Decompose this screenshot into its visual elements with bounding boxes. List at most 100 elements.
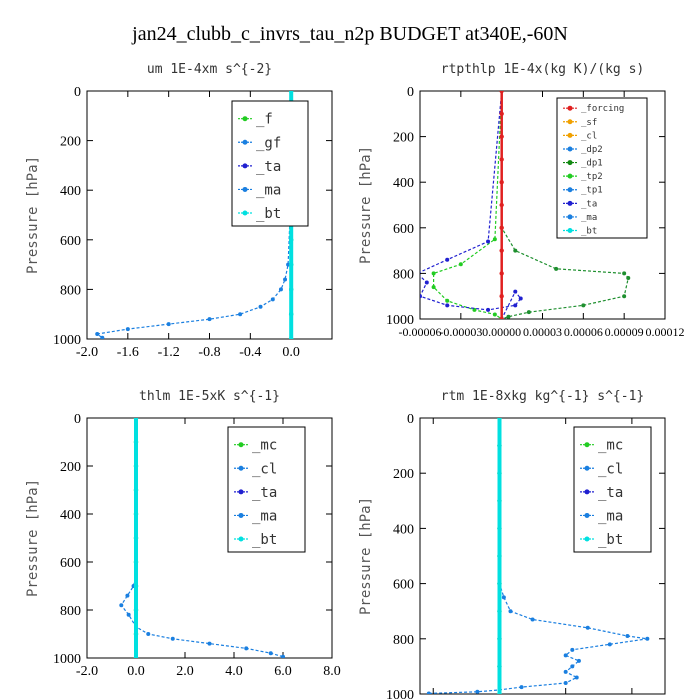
- x-tick-label: 0.00006: [564, 325, 603, 339]
- y-tick-label: 400: [60, 508, 81, 523]
- series-point-bt: [288, 287, 294, 292]
- x-tick-label: -0.00006: [399, 325, 442, 339]
- x-tick-label: 0.0: [127, 664, 145, 679]
- figure-title: jan24_clubb_c_invrs_tau_n2p BUDGET at340…: [131, 23, 568, 45]
- legend-swatch-marker: [567, 187, 573, 193]
- y-tick-label: 600: [60, 556, 81, 571]
- series-point-bt: [133, 607, 139, 613]
- series-point-gf: [283, 277, 288, 282]
- legend-entry-bt: _bt: [598, 532, 623, 548]
- legend: _forcing _sf _cl _dp2 _dp1 _tp2 _tp1 _ta _ma _bt: [556, 97, 648, 239]
- series-group: [415, 91, 631, 319]
- series-point-bt: [497, 636, 502, 641]
- legend-entry-bt: _bt: [581, 227, 597, 237]
- legend-entry-ta: _ta: [252, 485, 277, 501]
- panel-title: rtpthlp 1E-4x(kg K)/(kg s): [441, 62, 645, 77]
- x-tick-label: -0.4: [239, 345, 261, 360]
- legend-swatch-marker: [567, 214, 573, 220]
- series-point-bt: [133, 418, 139, 421]
- series-point-bt: [497, 553, 502, 559]
- series-point-cl: [125, 593, 130, 598]
- series-point-bt: [497, 526, 502, 531]
- series-point-cl: [475, 689, 480, 694]
- legend-entry-ta: _ta: [256, 159, 281, 175]
- y-tick-label: 1000: [386, 313, 414, 328]
- y-tick-label: 400: [60, 184, 81, 199]
- y-tick-label: 200: [60, 135, 81, 150]
- y-tick-label: 800: [393, 633, 414, 648]
- series-point-tp2: [526, 310, 531, 315]
- series-point-forcing: [499, 91, 504, 94]
- legend-box: [231, 100, 309, 227]
- legend-entry-mc: _mc: [598, 438, 623, 454]
- series-point-ta: [415, 271, 419, 275]
- series-point-cl: [570, 647, 575, 652]
- y-axis-label: Pressure [hPa]: [25, 479, 41, 597]
- legend-entry-ma: _ma: [252, 508, 277, 524]
- series-point-tp1: [492, 237, 497, 242]
- x-tick-label: -0.8: [198, 345, 220, 360]
- series-point-tp1: [431, 271, 436, 276]
- legend-swatch-marker: [567, 228, 573, 234]
- series-point-cl: [281, 654, 285, 658]
- series-point-bt: [497, 609, 502, 614]
- series-point-gf: [207, 317, 212, 322]
- series-point-gf: [270, 297, 275, 302]
- series-point-forcing: [499, 157, 504, 162]
- legend-entry-bt: _bt: [256, 206, 281, 222]
- y-tick-label: 0: [74, 412, 81, 427]
- x-tick-label: -1.6: [117, 345, 139, 360]
- y-axis-label: Pressure [hPa]: [25, 156, 41, 274]
- series-point-cl: [426, 691, 431, 694]
- series-group: [119, 418, 285, 658]
- plot-frame: [419, 417, 666, 695]
- legend-swatch-marker: [238, 442, 244, 448]
- legend-swatch-marker: [242, 210, 248, 216]
- x-tick-label: 0.00009: [605, 325, 644, 339]
- series-point-cl: [530, 617, 535, 622]
- series-point-ta: [420, 294, 422, 299]
- series-point-tp1: [445, 298, 450, 303]
- series-point-forcing: [499, 134, 504, 139]
- series-point-forcing: [499, 248, 504, 253]
- series-point-bt: [133, 655, 139, 658]
- series-line-cl: [428, 418, 648, 694]
- legend-swatch-marker: [242, 163, 248, 169]
- x-tick-label: 6.0: [274, 664, 292, 679]
- y-tick-label: 0: [407, 412, 414, 427]
- panel-4: rtm 1E-8xkg kg^{-1} s^{-1} Pressure [hPa]…: [358, 389, 666, 700]
- plot-frame: [86, 417, 333, 659]
- legend-swatch-marker: [584, 489, 590, 495]
- series-point-ta: [486, 239, 491, 244]
- series-point-cl: [170, 636, 175, 641]
- legend-entry-ma: _ma: [581, 213, 597, 223]
- series-point-cl: [244, 646, 249, 651]
- series-point-cl: [563, 653, 568, 658]
- legend-swatch-marker: [567, 200, 573, 206]
- legend-entry-gf: _gf: [256, 135, 281, 151]
- series-point-gf: [166, 322, 171, 327]
- x-tick-label: 0.00000: [482, 325, 521, 339]
- series-point-bt: [497, 664, 502, 669]
- series-point-cl: [146, 632, 151, 636]
- legend: _f _gf _ta _ma _bt: [231, 100, 309, 227]
- series-point-cl: [625, 634, 630, 639]
- series-point-ta: [424, 280, 429, 285]
- y-tick-label: 600: [393, 222, 414, 237]
- series-point-ta: [486, 307, 491, 312]
- series-point-bt: [133, 511, 139, 517]
- legend-swatch-marker: [584, 512, 590, 518]
- legend-swatch-marker: [567, 146, 573, 152]
- series-point-gf: [258, 304, 263, 309]
- legend-swatch-marker: [238, 512, 244, 518]
- y-tick-label: 600: [393, 578, 414, 593]
- series-point-cl: [645, 636, 650, 641]
- series-point-ta: [445, 257, 450, 262]
- y-tick-label: 1000: [386, 688, 414, 700]
- series-point-tp2: [554, 266, 559, 271]
- series-point-forcing: [499, 225, 504, 230]
- y-tick-label: 0: [407, 85, 414, 100]
- series-point-bt: [288, 91, 294, 94]
- y-tick-label: 400: [393, 176, 414, 191]
- series-point-cl: [570, 664, 575, 669]
